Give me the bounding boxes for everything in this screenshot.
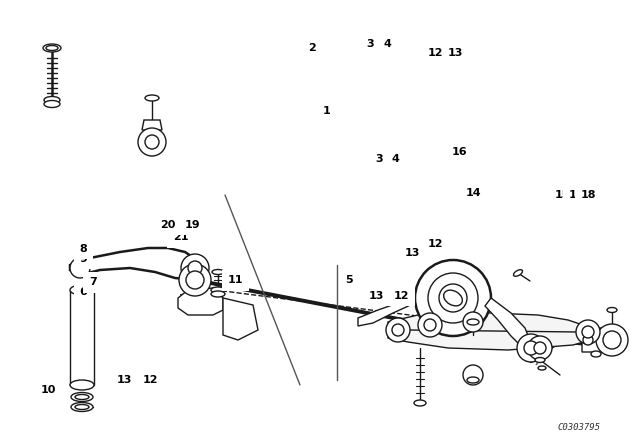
Ellipse shape xyxy=(75,405,89,409)
Text: 13: 13 xyxy=(369,291,384,301)
Text: 18: 18 xyxy=(581,190,596,200)
Circle shape xyxy=(463,312,483,332)
Text: 16: 16 xyxy=(452,147,467,157)
Ellipse shape xyxy=(607,307,617,313)
Text: 12: 12 xyxy=(428,48,443,58)
Polygon shape xyxy=(70,290,94,385)
Polygon shape xyxy=(142,120,162,130)
Text: 7: 7 xyxy=(89,277,97,287)
Ellipse shape xyxy=(467,377,479,383)
Text: 13: 13 xyxy=(405,248,420,258)
Ellipse shape xyxy=(70,285,94,295)
Circle shape xyxy=(582,326,594,338)
Text: 4: 4 xyxy=(392,154,399,164)
Circle shape xyxy=(463,365,483,385)
Text: 12: 12 xyxy=(394,291,410,301)
Text: 9: 9 xyxy=(79,254,87,264)
Text: 17: 17 xyxy=(568,190,584,200)
Circle shape xyxy=(392,324,404,336)
Ellipse shape xyxy=(467,319,479,325)
Circle shape xyxy=(70,258,90,278)
Polygon shape xyxy=(582,328,612,352)
Text: 19: 19 xyxy=(184,220,200,230)
Circle shape xyxy=(428,273,478,323)
Text: 13: 13 xyxy=(448,48,463,58)
Polygon shape xyxy=(223,298,258,340)
Circle shape xyxy=(386,318,410,342)
Ellipse shape xyxy=(444,290,462,306)
Text: 12: 12 xyxy=(428,239,443,249)
Text: 21: 21 xyxy=(173,233,188,242)
Circle shape xyxy=(418,313,442,337)
Circle shape xyxy=(415,260,491,336)
Text: 4: 4 xyxy=(383,39,391,49)
Circle shape xyxy=(596,324,628,356)
Ellipse shape xyxy=(211,287,225,293)
Ellipse shape xyxy=(583,335,593,345)
Ellipse shape xyxy=(145,95,159,101)
Ellipse shape xyxy=(591,351,601,357)
Text: 13: 13 xyxy=(117,375,132,385)
Ellipse shape xyxy=(513,270,522,276)
Ellipse shape xyxy=(535,358,545,362)
Ellipse shape xyxy=(46,46,58,51)
Text: 8: 8 xyxy=(79,244,87,254)
Polygon shape xyxy=(178,288,223,315)
Ellipse shape xyxy=(414,400,426,406)
Circle shape xyxy=(576,320,600,344)
Polygon shape xyxy=(70,248,205,280)
Text: C0303795: C0303795 xyxy=(557,423,600,432)
Circle shape xyxy=(424,319,436,331)
Text: 5: 5 xyxy=(345,276,353,285)
Polygon shape xyxy=(388,312,598,350)
Text: 3: 3 xyxy=(366,39,374,49)
Circle shape xyxy=(179,264,211,296)
Ellipse shape xyxy=(538,366,546,370)
Circle shape xyxy=(603,331,621,349)
Polygon shape xyxy=(485,298,531,348)
Circle shape xyxy=(528,336,552,360)
Circle shape xyxy=(186,271,204,289)
Circle shape xyxy=(517,334,545,362)
Circle shape xyxy=(534,342,546,354)
Circle shape xyxy=(145,135,159,149)
Text: 3: 3 xyxy=(375,154,383,164)
Text: 11: 11 xyxy=(228,276,243,285)
Text: 2: 2 xyxy=(308,43,316,53)
Circle shape xyxy=(439,284,467,312)
Text: 20: 20 xyxy=(160,220,175,230)
Text: 6: 6 xyxy=(79,287,87,297)
Circle shape xyxy=(138,128,166,156)
Ellipse shape xyxy=(43,44,61,52)
Text: 10: 10 xyxy=(40,385,56,395)
Ellipse shape xyxy=(211,291,225,297)
Ellipse shape xyxy=(212,270,224,275)
Circle shape xyxy=(524,341,538,355)
Ellipse shape xyxy=(71,392,93,401)
Ellipse shape xyxy=(44,100,60,108)
Circle shape xyxy=(188,261,202,275)
Ellipse shape xyxy=(44,96,60,103)
Circle shape xyxy=(181,254,209,282)
Ellipse shape xyxy=(75,395,89,400)
Text: 14: 14 xyxy=(466,188,481,198)
Polygon shape xyxy=(358,293,415,326)
Ellipse shape xyxy=(71,402,93,412)
Ellipse shape xyxy=(70,380,94,390)
Text: 1: 1 xyxy=(323,106,330,116)
Text: 15: 15 xyxy=(554,190,570,200)
Text: 12: 12 xyxy=(143,375,158,385)
